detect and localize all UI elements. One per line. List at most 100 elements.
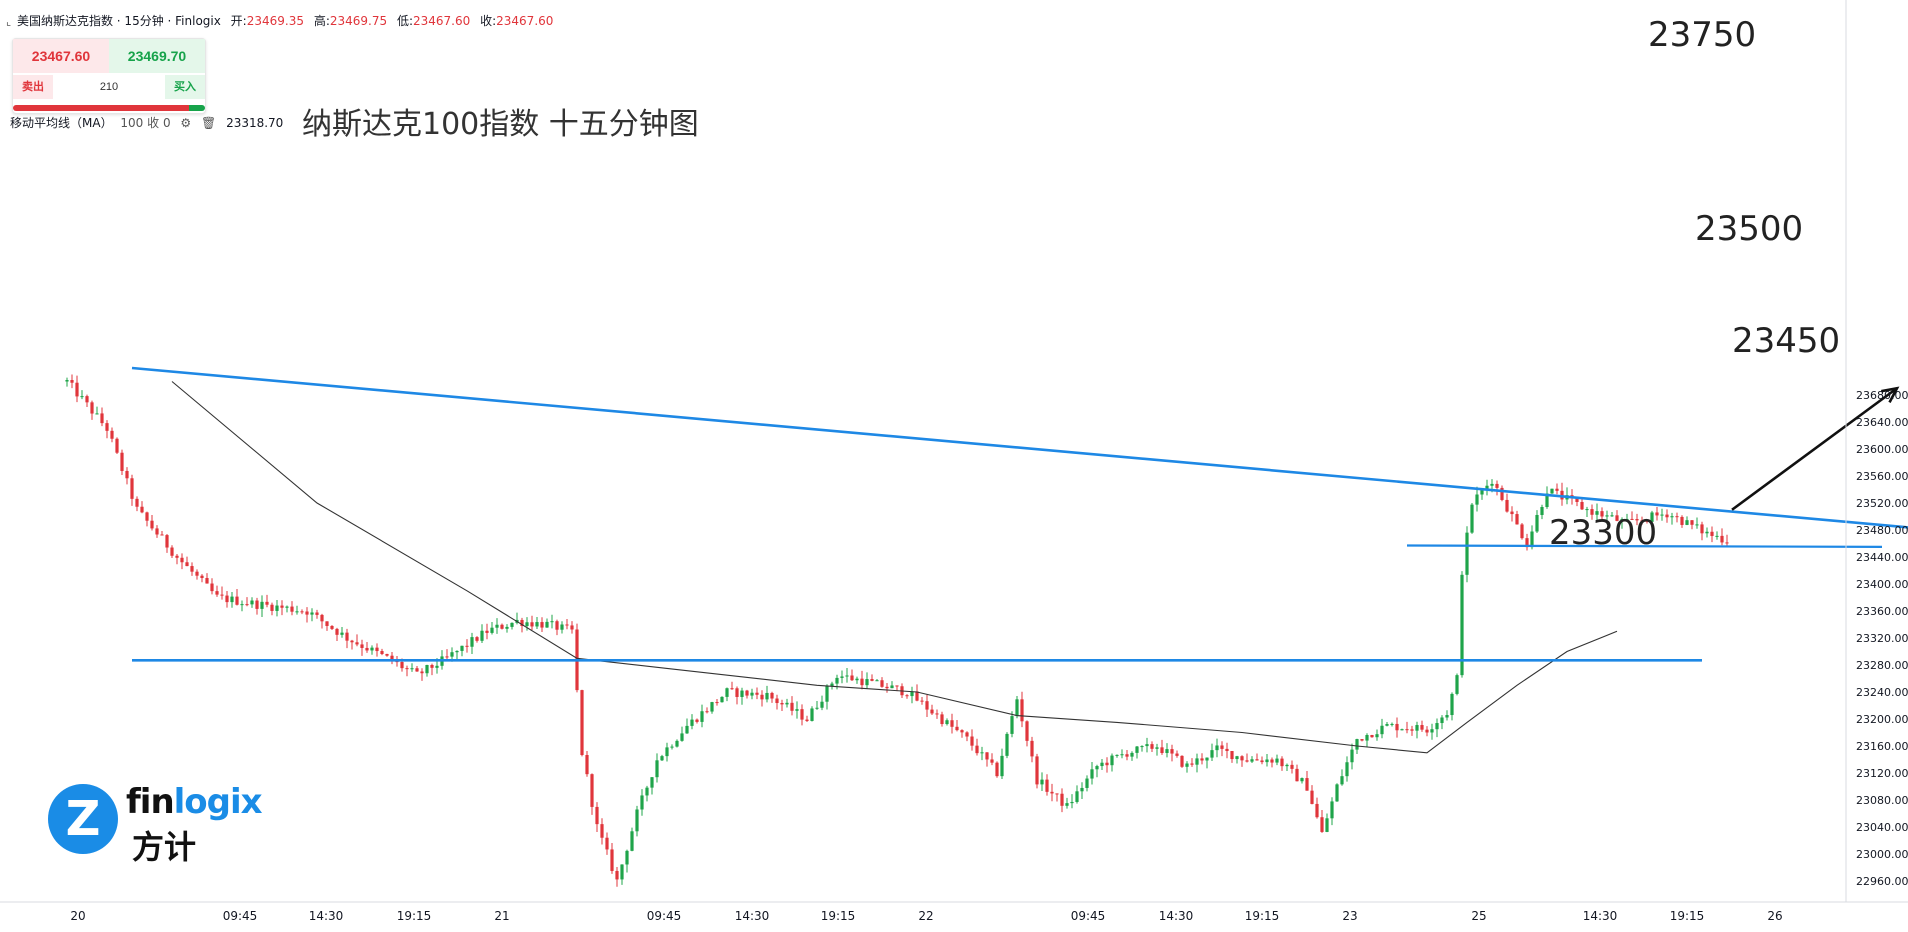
candle-body [600,824,604,838]
sell-button[interactable]: 卖出 [13,75,53,99]
x-axis: 20 09:45 14:30 19:15 21 09:45 14:30 19:15 22 09:4… [70,909,1782,923]
candle-body [1125,754,1129,757]
candle-body [840,676,844,678]
candle-body [1515,514,1519,525]
candle-body [205,578,209,584]
candle-body [595,806,599,825]
candle-body [1575,498,1579,502]
candle-body [1275,758,1279,763]
candle-body [1280,758,1284,767]
candle-body [1540,507,1544,515]
candle-body [145,512,149,521]
candle-body [1155,747,1159,749]
candle-body [195,571,199,576]
candle-body [1180,755,1184,767]
x-tick-label: 09:45 [223,909,258,923]
candle-body [1210,750,1214,758]
quantity-input[interactable]: 210 [55,75,163,99]
candle-body [1400,729,1404,731]
candle-body [1045,779,1049,792]
candle-body [1475,494,1479,505]
logo-chinese: 方计 [132,828,197,866]
chart-menu-icon[interactable]: ⌞ [6,15,12,28]
sell-price[interactable]: 23467.60 [13,39,109,73]
candle-body [1510,511,1514,515]
candle-body [325,621,329,626]
candle-body [860,678,864,686]
delete-icon[interactable]: 🗑 [201,116,217,130]
candle-body [210,583,214,592]
candle-body [1305,778,1309,791]
y-tick-label: 23600.00 [1856,443,1908,456]
candle-body [550,621,554,623]
candle-body [1645,520,1649,522]
candle-body [655,760,659,778]
candle-body [740,690,744,697]
candle-body [630,831,634,851]
spread-bar [13,105,205,111]
candle-body [945,720,949,725]
candle-body [1635,519,1639,521]
candle-body [1455,675,1459,694]
candle-body [1625,518,1629,520]
x-tick-label: 19:15 [1245,909,1280,923]
candle-body [1440,717,1444,724]
candle-body [750,692,754,696]
candle-body [800,709,804,720]
candle-body [715,702,719,704]
candle-body [465,645,469,647]
candle-body [365,647,369,651]
y-tick-label: 23640.00 [1856,416,1908,429]
candle-body [360,644,364,648]
candle-body [130,478,134,499]
candle-body [1055,793,1059,795]
candle-body [1705,531,1709,534]
candle-body [620,864,624,880]
candle-body [410,668,414,670]
candle-body [940,714,944,725]
candle-body [1035,756,1039,785]
candle-body [605,837,609,850]
indicator-params: 100 收 0 [120,116,171,130]
candle-body [1520,524,1524,539]
neckline [1406,544,1883,548]
x-tick-label: 14:30 [1159,909,1194,923]
candle-body [270,604,274,611]
candle-body [1710,531,1714,536]
candle-body [1135,746,1139,753]
x-tick-label: 19:15 [397,909,432,923]
candle-body [1665,514,1669,518]
buy-button[interactable]: 买入 [165,75,205,99]
y-tick-label: 23240.00 [1856,686,1908,699]
candle-body [795,709,799,711]
candle-body [980,752,984,754]
candle-body [1430,729,1434,733]
candle-body [255,600,259,609]
settings-icon[interactable]: ⚙ [180,116,192,130]
y-tick-label: 23320.00 [1856,632,1908,645]
candle-body [1005,733,1009,756]
candle-body [425,665,429,674]
x-tick-label: 14:30 [735,909,770,923]
candle-body [1325,818,1329,832]
buy-price[interactable]: 23469.70 [109,39,205,73]
candle-body [355,642,359,645]
x-tick-label: 19:15 [821,909,856,923]
candle-body [810,708,814,721]
candle-body [905,695,909,697]
candle-body [1360,739,1364,741]
candle-body [1680,516,1684,525]
candle-body [75,382,79,397]
candle-body [1480,489,1484,495]
candle-body [95,413,99,415]
candle-body [560,624,564,630]
candle-body [200,575,204,579]
candle-body [725,688,729,697]
low-value: 23467.60 [413,14,471,28]
candle-body [305,611,309,615]
candle-body [1445,715,1449,718]
candle-body [885,686,889,689]
candle-body [1435,723,1439,730]
candle-body [105,423,109,431]
